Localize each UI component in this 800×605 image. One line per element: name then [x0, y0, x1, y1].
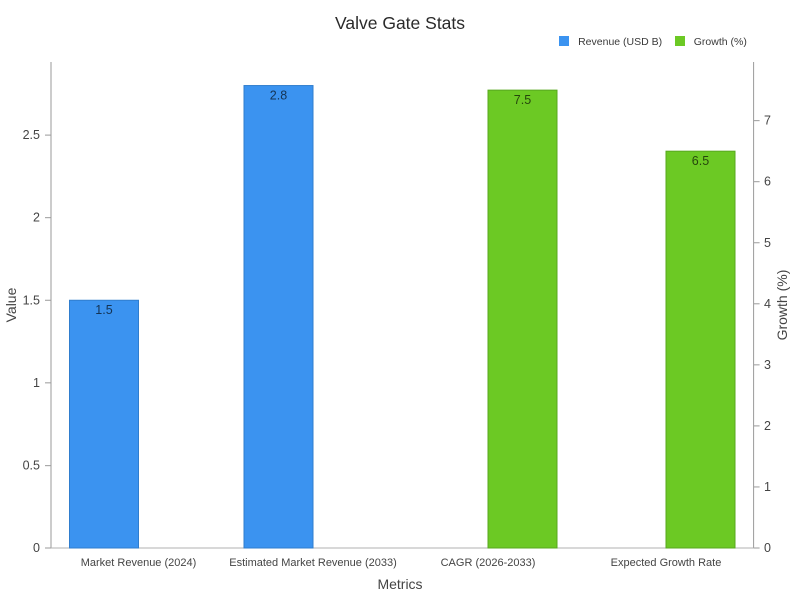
svg-text:Value: Value	[3, 287, 19, 322]
svg-text:Estimated Market Revenue (2033: Estimated Market Revenue (2033)	[229, 557, 397, 569]
svg-text:Expected Growth Rate: Expected Growth Rate	[611, 557, 722, 569]
svg-text:1: 1	[33, 376, 40, 390]
svg-text:1: 1	[764, 480, 771, 494]
svg-text:0.5: 0.5	[23, 459, 40, 473]
svg-text:2.5: 2.5	[23, 128, 40, 142]
svg-text:0: 0	[764, 541, 771, 555]
svg-text:2: 2	[764, 419, 771, 433]
svg-text:7: 7	[764, 114, 771, 128]
svg-text:7.5: 7.5	[514, 93, 531, 107]
svg-text:1.5: 1.5	[95, 303, 112, 317]
svg-text:5: 5	[764, 236, 771, 250]
svg-text:1.5: 1.5	[23, 293, 40, 307]
svg-text:2.8: 2.8	[270, 89, 287, 103]
svg-text:0: 0	[33, 541, 40, 555]
svg-text:6.5: 6.5	[692, 154, 709, 168]
svg-text:6: 6	[764, 175, 771, 189]
svg-text:2: 2	[33, 211, 40, 225]
svg-text:Market Revenue (2024): Market Revenue (2024)	[81, 557, 197, 569]
svg-text:3: 3	[764, 358, 771, 372]
svg-text:Metrics: Metrics	[377, 576, 422, 592]
svg-text:4: 4	[764, 297, 771, 311]
svg-text:Growth (%): Growth (%)	[774, 270, 790, 341]
svg-text:CAGR (2026-2033): CAGR (2026-2033)	[441, 557, 536, 569]
